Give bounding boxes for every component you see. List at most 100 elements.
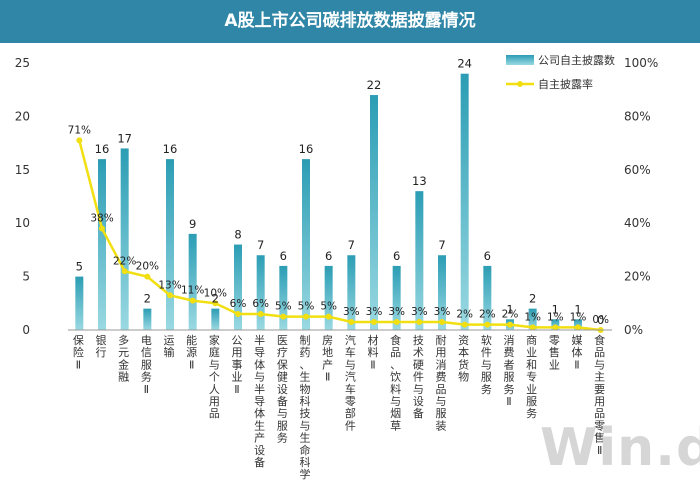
x-tick-label: 耐用消费品与服装 — [436, 334, 447, 432]
x-tick-label: 技术硬件与设备 — [413, 334, 424, 420]
bar — [415, 191, 424, 330]
y-right-tick-label: 0% — [624, 323, 643, 337]
y-left-tick-label: 5 — [22, 270, 30, 284]
rate-value-label: 6% — [230, 298, 247, 310]
rate-point — [280, 313, 287, 320]
bar — [438, 255, 446, 330]
bar-value-label: 6 — [484, 249, 491, 263]
rate-point — [189, 297, 196, 304]
bar-value-label: 1 — [574, 302, 581, 316]
x-tick-label: 食品、饮料与烟草 — [390, 333, 401, 432]
rate-value-label: 1% — [524, 311, 541, 323]
x-tick-label: 医疗保健设备与服务 — [277, 334, 288, 445]
legend-bar-swatch — [506, 55, 534, 65]
rate-point — [167, 292, 173, 299]
bar — [279, 265, 288, 330]
bar — [528, 308, 537, 330]
bar-value-label: 1 — [552, 302, 559, 316]
y-left-tick-label: 10 — [15, 216, 30, 230]
bar-value-label: 9 — [189, 217, 196, 231]
bar — [324, 265, 333, 330]
y-left-tick-label: 0 — [22, 323, 30, 337]
legend-line-label: 自主披露率 — [538, 77, 593, 91]
rate-point — [552, 324, 559, 331]
rate-value-label: 11% — [181, 285, 204, 297]
rate-point — [461, 321, 468, 328]
bar — [392, 265, 401, 330]
y-right-tick-label: 40% — [624, 216, 651, 230]
bar-value-label: 2 — [144, 292, 151, 306]
bar-layer — [75, 73, 582, 331]
rate-value-label: 1% — [547, 311, 564, 323]
bar — [211, 308, 220, 330]
x-tick-label: 半导体与半导体生产设备 — [254, 333, 265, 469]
bar — [483, 265, 492, 330]
x-tick-label: 多元金融 — [118, 333, 129, 384]
x-tick-label: 制药、生物科技与生命科学 — [300, 334, 311, 481]
rate-point — [99, 225, 105, 232]
rate-value-label: 3% — [366, 306, 383, 318]
bar — [188, 233, 197, 330]
bar — [75, 276, 84, 330]
bar — [234, 244, 242, 330]
rate-value-label: 2% — [456, 309, 473, 321]
legend-bar-label: 公司自主披露数 — [538, 53, 615, 67]
label-layer: 5 16 17 2 16 9 2 8 7 6 16 6 7 22 6 13 7 24 6 1 2 1 1 0 71% 38% 22%… — [68, 57, 609, 327]
rate-value-label: 20% — [136, 261, 159, 273]
chart-title: A股上市公司碳排放数据披露情况 — [0, 0, 700, 43]
rate-point — [76, 137, 83, 144]
bar — [166, 159, 174, 330]
rate-value-label: 1% — [570, 311, 587, 323]
watermark: Win.d — [540, 418, 700, 478]
rate-value-label: 2% — [502, 309, 519, 321]
rate-value-label: 2% — [479, 309, 496, 321]
bar-value-label: 17 — [117, 131, 132, 145]
legend: 公司自主披露数 自主披露率 — [506, 53, 615, 91]
x-tick-label: 消费者服务 Ⅱ — [504, 333, 515, 408]
bar — [120, 148, 129, 330]
bar — [370, 95, 378, 330]
bar-value-label: 2 — [529, 292, 536, 306]
rate-value-label: 13% — [158, 279, 181, 291]
rate-point — [303, 313, 309, 320]
y-left-tick-label: 15 — [15, 163, 30, 177]
line-layer — [76, 137, 604, 333]
rate-point — [529, 324, 536, 331]
rate-point — [575, 324, 581, 331]
x-tick-label: 银行 — [96, 333, 107, 359]
rate-value-label: 3% — [434, 306, 451, 318]
rate-value-label: 22% — [113, 255, 136, 267]
x-tick-label: 汽车与汽车零部件 — [345, 333, 356, 432]
rate-value-label: 5% — [275, 301, 292, 313]
bar-value-label: 16 — [163, 142, 178, 156]
x-tick-label: 家庭与个人用品 — [209, 333, 220, 420]
x-tick-label: 零售业 — [549, 334, 560, 371]
x-tick-label: 食品与主要用品零售 Ⅱ — [594, 333, 605, 457]
rate-point — [235, 310, 241, 317]
rate-value-label: 5% — [320, 301, 337, 313]
bar-value-label: 1 — [506, 302, 513, 316]
bar — [302, 159, 310, 330]
x-tick-label: 材料 Ⅱ — [368, 333, 379, 371]
rate-value-label: 10% — [204, 287, 227, 299]
x-tick-label: 电信服务 Ⅱ — [141, 334, 152, 396]
y-right-tick-label: 80% — [624, 109, 651, 123]
rate-point — [439, 318, 445, 325]
bar — [460, 73, 469, 331]
y-right-tick-label: 100% — [624, 56, 658, 70]
rate-value-label: 5% — [298, 301, 315, 313]
x-tick-label: 保险 Ⅱ — [73, 333, 84, 371]
bar-value-label: 16 — [95, 142, 110, 156]
rate-point — [144, 273, 151, 280]
rate-point — [484, 321, 491, 328]
rate-point — [416, 318, 423, 325]
rate-value-label: 71% — [68, 124, 91, 136]
bar-value-label: 0 — [597, 313, 604, 327]
bar-value-label: 13 — [412, 174, 427, 188]
rate-point — [121, 268, 128, 275]
bar — [256, 255, 265, 330]
y-left-tick-label: 20 — [15, 109, 30, 123]
y-right-tick-label: 20% — [624, 270, 651, 284]
